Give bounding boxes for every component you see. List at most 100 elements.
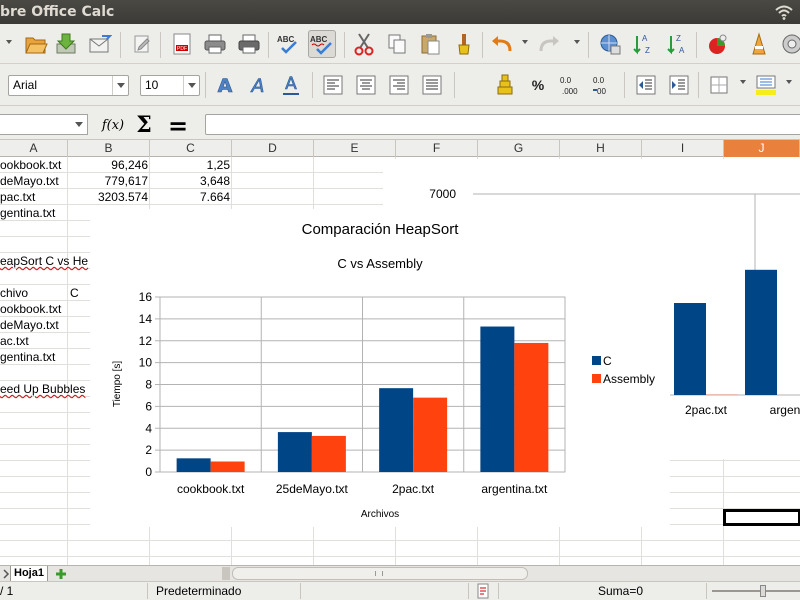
background-color-dropdown-arrow-icon[interactable] — [786, 80, 792, 84]
copy-button[interactable] — [383, 30, 411, 58]
background-color-button[interactable] — [752, 71, 780, 99]
function-wizard-button[interactable]: f(x) — [101, 117, 125, 133]
edit-file-button[interactable] — [128, 30, 156, 58]
navigator-button[interactable] — [745, 30, 773, 58]
cell-a10[interactable]: deMayo.txt — [0, 318, 59, 332]
document-modified-icon[interactable] — [476, 583, 490, 599]
autospellcheck-toggle[interactable]: ABC — [308, 30, 336, 58]
column-header-i[interactable]: I — [642, 140, 724, 157]
gallery-button[interactable] — [778, 30, 800, 58]
column-header-j[interactable]: J — [724, 140, 800, 157]
chevron-down-icon[interactable] — [183, 76, 199, 95]
column-header-f[interactable]: F — [396, 140, 478, 157]
column-header-d[interactable]: D — [232, 140, 314, 157]
cell-c1[interactable]: 1,25 — [206, 158, 230, 172]
clone-formatting-button[interactable] — [450, 30, 478, 58]
cut-button[interactable] — [350, 30, 378, 58]
cell-a12[interactable]: gentina.txt — [0, 350, 56, 364]
print-button[interactable] — [201, 30, 229, 58]
export-pdf-button[interactable]: PDF — [168, 30, 196, 58]
column-header-e[interactable]: E — [314, 140, 396, 157]
zoom-slider-track[interactable] — [712, 590, 800, 592]
column-header-b[interactable]: B — [68, 140, 150, 157]
undo-dropdown-arrow-icon[interactable] — [522, 40, 528, 44]
percent-format-button[interactable]: % — [524, 71, 552, 99]
justify-icon — [422, 75, 442, 95]
name-box[interactable] — [0, 114, 88, 135]
font-size-combo[interactable]: 10 — [140, 75, 200, 96]
bar-c-1 — [176, 458, 211, 472]
save-button[interactable] — [52, 30, 80, 58]
open-button[interactable] — [22, 30, 50, 58]
borders-dropdown-arrow-icon[interactable] — [740, 80, 746, 84]
chevron-right-icon[interactable] — [2, 569, 10, 579]
plot-area-border — [159, 296, 566, 473]
column-header-h[interactable]: H — [560, 140, 642, 157]
function-button[interactable]: = — [167, 110, 189, 140]
wifi-icon[interactable] — [774, 4, 794, 20]
cell-a8[interactable]: chivo — [0, 286, 29, 300]
cell-a9[interactable]: ookbook.txt — [0, 302, 62, 316]
redo-button[interactable] — [535, 30, 563, 58]
align-left-button[interactable] — [319, 71, 347, 99]
spellcheck-button[interactable]: ABC — [275, 30, 303, 58]
selected-cell-cursor[interactable] — [723, 509, 800, 526]
svg-text:Z: Z — [676, 34, 681, 43]
cell-a14[interactable]: eed Up Bubbles — [0, 381, 85, 397]
justify-button[interactable] — [418, 71, 446, 99]
font-name-combo[interactable]: Arial — [8, 75, 129, 96]
sum-button[interactable]: Σ — [136, 112, 152, 138]
scrollbar-splitter[interactable] — [222, 567, 230, 580]
formula-input[interactable] — [205, 114, 800, 135]
legend-swatch-assembly — [592, 374, 601, 383]
cell-b2[interactable]: 779,617 — [104, 174, 148, 188]
y-tick-label: 10 — [139, 356, 153, 370]
hyperlink-button[interactable] — [596, 30, 624, 58]
cell-b3[interactable]: 3203.574 — [97, 190, 148, 204]
cell-c2[interactable]: 3,648 — [199, 174, 230, 188]
cell-a4[interactable]: gentina.txt — [0, 206, 56, 220]
add-sheet-button[interactable] — [52, 567, 70, 581]
email-icon — [89, 35, 112, 53]
cell-a1[interactable]: ookbook.txt — [0, 158, 62, 172]
add-decimal-button[interactable]: 0.0 00 — [590, 71, 618, 99]
sheet-tab-hoja1[interactable]: Hoja1 — [10, 566, 48, 582]
new-dropdown-arrow-icon[interactable] — [6, 40, 12, 44]
horizontal-scrollbar-thumb[interactable] — [232, 567, 528, 580]
cell-b8[interactable]: C — [70, 286, 79, 300]
underline-button[interactable]: A — [277, 71, 305, 99]
italic-button[interactable]: A — [244, 71, 272, 99]
zoom-slider-thumb[interactable] — [760, 585, 766, 597]
row-gridline — [0, 556, 800, 557]
align-right-button[interactable] — [385, 71, 413, 99]
decrease-indent-button[interactable] — [632, 71, 660, 99]
email-button[interactable] — [86, 30, 114, 58]
cell-b1[interactable]: 96,246 — [111, 158, 148, 172]
currency-format-button[interactable] — [491, 71, 519, 99]
print-preview-button[interactable] — [235, 30, 263, 58]
page-style[interactable]: Predeterminado — [156, 584, 242, 598]
chevron-down-icon[interactable] — [112, 76, 128, 95]
chevron-down-icon[interactable] — [71, 115, 87, 134]
borders-button[interactable] — [705, 71, 733, 99]
column-header-c[interactable]: C — [150, 140, 232, 157]
undo-button[interactable] — [488, 30, 516, 58]
column-header-g[interactable]: G — [478, 140, 560, 157]
cell-a3[interactable]: pac.txt — [0, 190, 36, 204]
redo-dropdown-arrow-icon[interactable] — [574, 40, 580, 44]
cell-a2[interactable]: deMayo.txt — [0, 174, 59, 188]
bold-button[interactable]: A — [211, 71, 239, 99]
cell-a11[interactable]: ac.txt — [0, 334, 29, 348]
standard-format-button[interactable]: 0.0 .000 — [557, 71, 585, 99]
insert-chart-button[interactable] — [703, 30, 731, 58]
cell-a6[interactable]: eapSort C vs He — [0, 253, 88, 269]
cell-c3[interactable]: 7.664 — [199, 190, 230, 204]
status-bar: / 1 Predeterminado Suma=0 — [0, 581, 800, 600]
chart-heapsort-comparison[interactable]: Comparación HeapSort C vs Assembly 0 2 4 6 8 10… — [90, 209, 670, 527]
increase-indent-button[interactable] — [665, 71, 693, 99]
align-center-button[interactable] — [352, 71, 380, 99]
column-header-a[interactable]: A — [0, 140, 68, 157]
paste-button[interactable] — [416, 30, 444, 58]
